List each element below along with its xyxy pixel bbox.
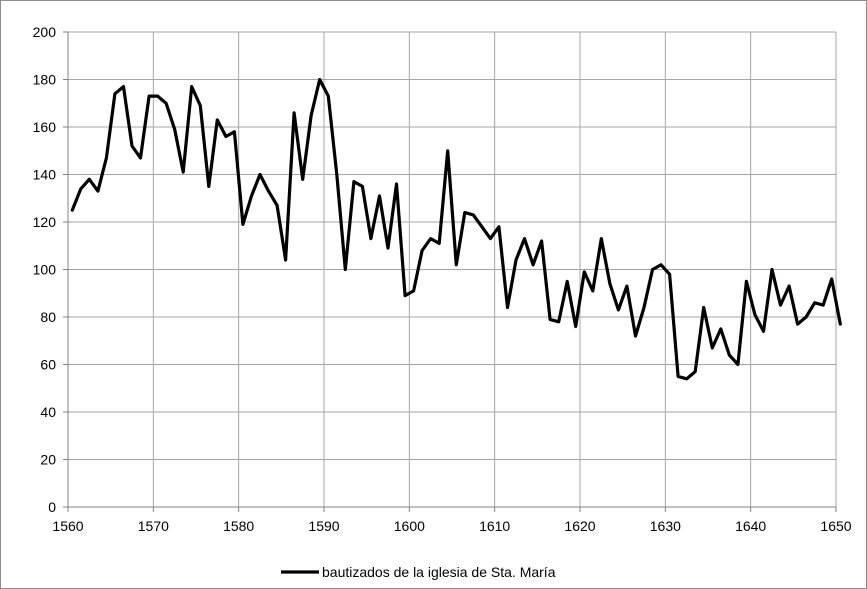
y-tick-label: 20 bbox=[40, 452, 56, 468]
x-tick-label: 1600 bbox=[394, 518, 425, 534]
y-tick-label: 160 bbox=[33, 119, 57, 135]
y-tick-label: 120 bbox=[33, 214, 57, 230]
y-tick-label: 100 bbox=[33, 262, 57, 278]
x-tick-label: 1640 bbox=[735, 518, 766, 534]
y-tick-label: 40 bbox=[40, 404, 56, 420]
x-tick-label: 1590 bbox=[308, 518, 339, 534]
x-tick-label: 1620 bbox=[564, 518, 595, 534]
y-tick-label: 140 bbox=[33, 167, 57, 183]
x-tick-label: 1650 bbox=[820, 518, 851, 534]
x-tick-label: 1570 bbox=[138, 518, 169, 534]
x-tick-label: 1630 bbox=[650, 518, 681, 534]
x-tick-label: 1580 bbox=[223, 518, 254, 534]
y-tick-label: 60 bbox=[40, 357, 56, 373]
x-tick-label: 1610 bbox=[479, 518, 510, 534]
y-tick-label: 200 bbox=[33, 24, 57, 40]
legend-label: bautizados de la iglesia de Sta. María bbox=[322, 564, 556, 580]
axes bbox=[63, 31, 837, 512]
x-tick-label: 1560 bbox=[52, 518, 83, 534]
tick-labels: 0 20 40 60 80 100 120 140 160 180 200 1560 1570 1580 1… bbox=[33, 24, 852, 534]
y-tick-label: 180 bbox=[33, 72, 57, 88]
series-line bbox=[70, 77, 842, 381]
legend: bautizados de la iglesia de Sta. María bbox=[281, 564, 556, 580]
y-tick-label: 0 bbox=[48, 499, 56, 515]
y-tick-label: 80 bbox=[40, 309, 56, 325]
